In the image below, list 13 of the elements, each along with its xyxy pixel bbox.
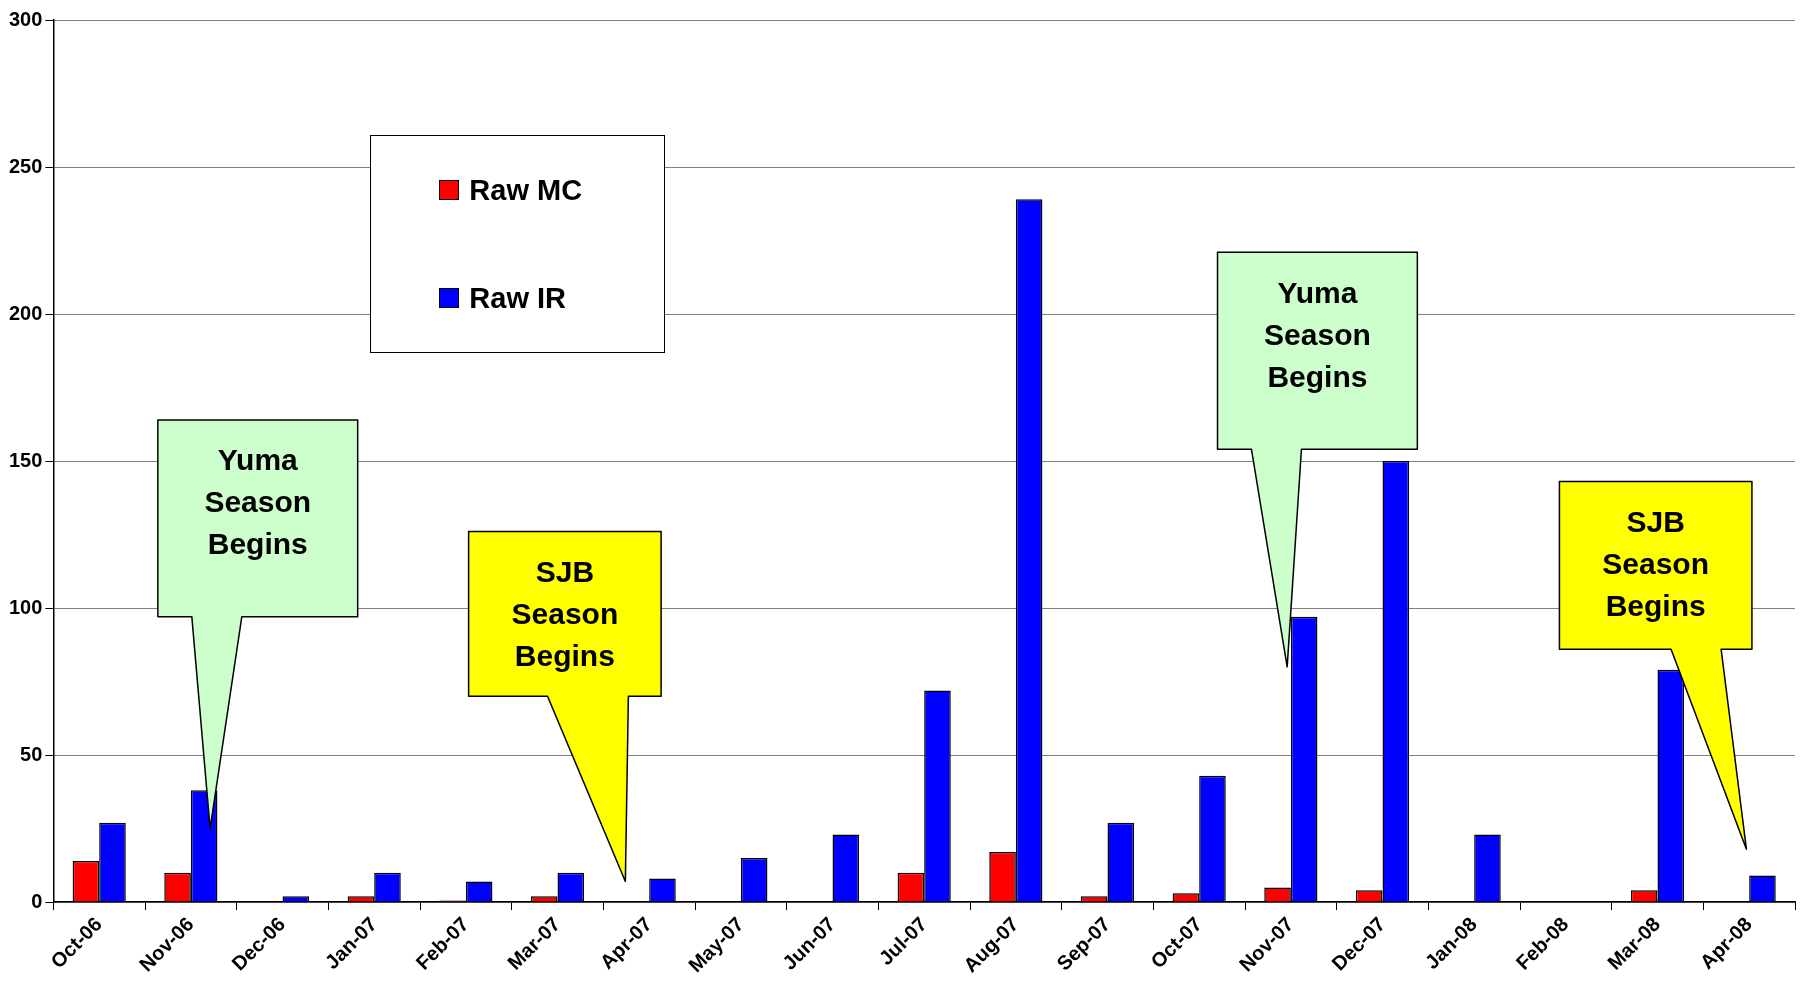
y-tick-label: 300 bbox=[8, 7, 43, 30]
y-tick-label: 150 bbox=[8, 448, 43, 471]
y-tick-label: 50 bbox=[20, 742, 43, 765]
legend-label: Raw IR bbox=[469, 281, 567, 315]
y-tick-label: 100 bbox=[8, 595, 43, 618]
legend-label: Raw MC bbox=[469, 173, 583, 207]
annotation: SJB Season Begins bbox=[1602, 504, 1710, 622]
y-tick-label: 200 bbox=[8, 301, 43, 324]
annotation: Yuma Season Begins bbox=[204, 443, 312, 561]
annotation: SJB Season Begins bbox=[511, 554, 619, 672]
annotation: Yuma Season Begins bbox=[1264, 275, 1371, 393]
y-tick-label: 250 bbox=[8, 154, 43, 177]
y-tick-label: 0 bbox=[31, 889, 43, 912]
